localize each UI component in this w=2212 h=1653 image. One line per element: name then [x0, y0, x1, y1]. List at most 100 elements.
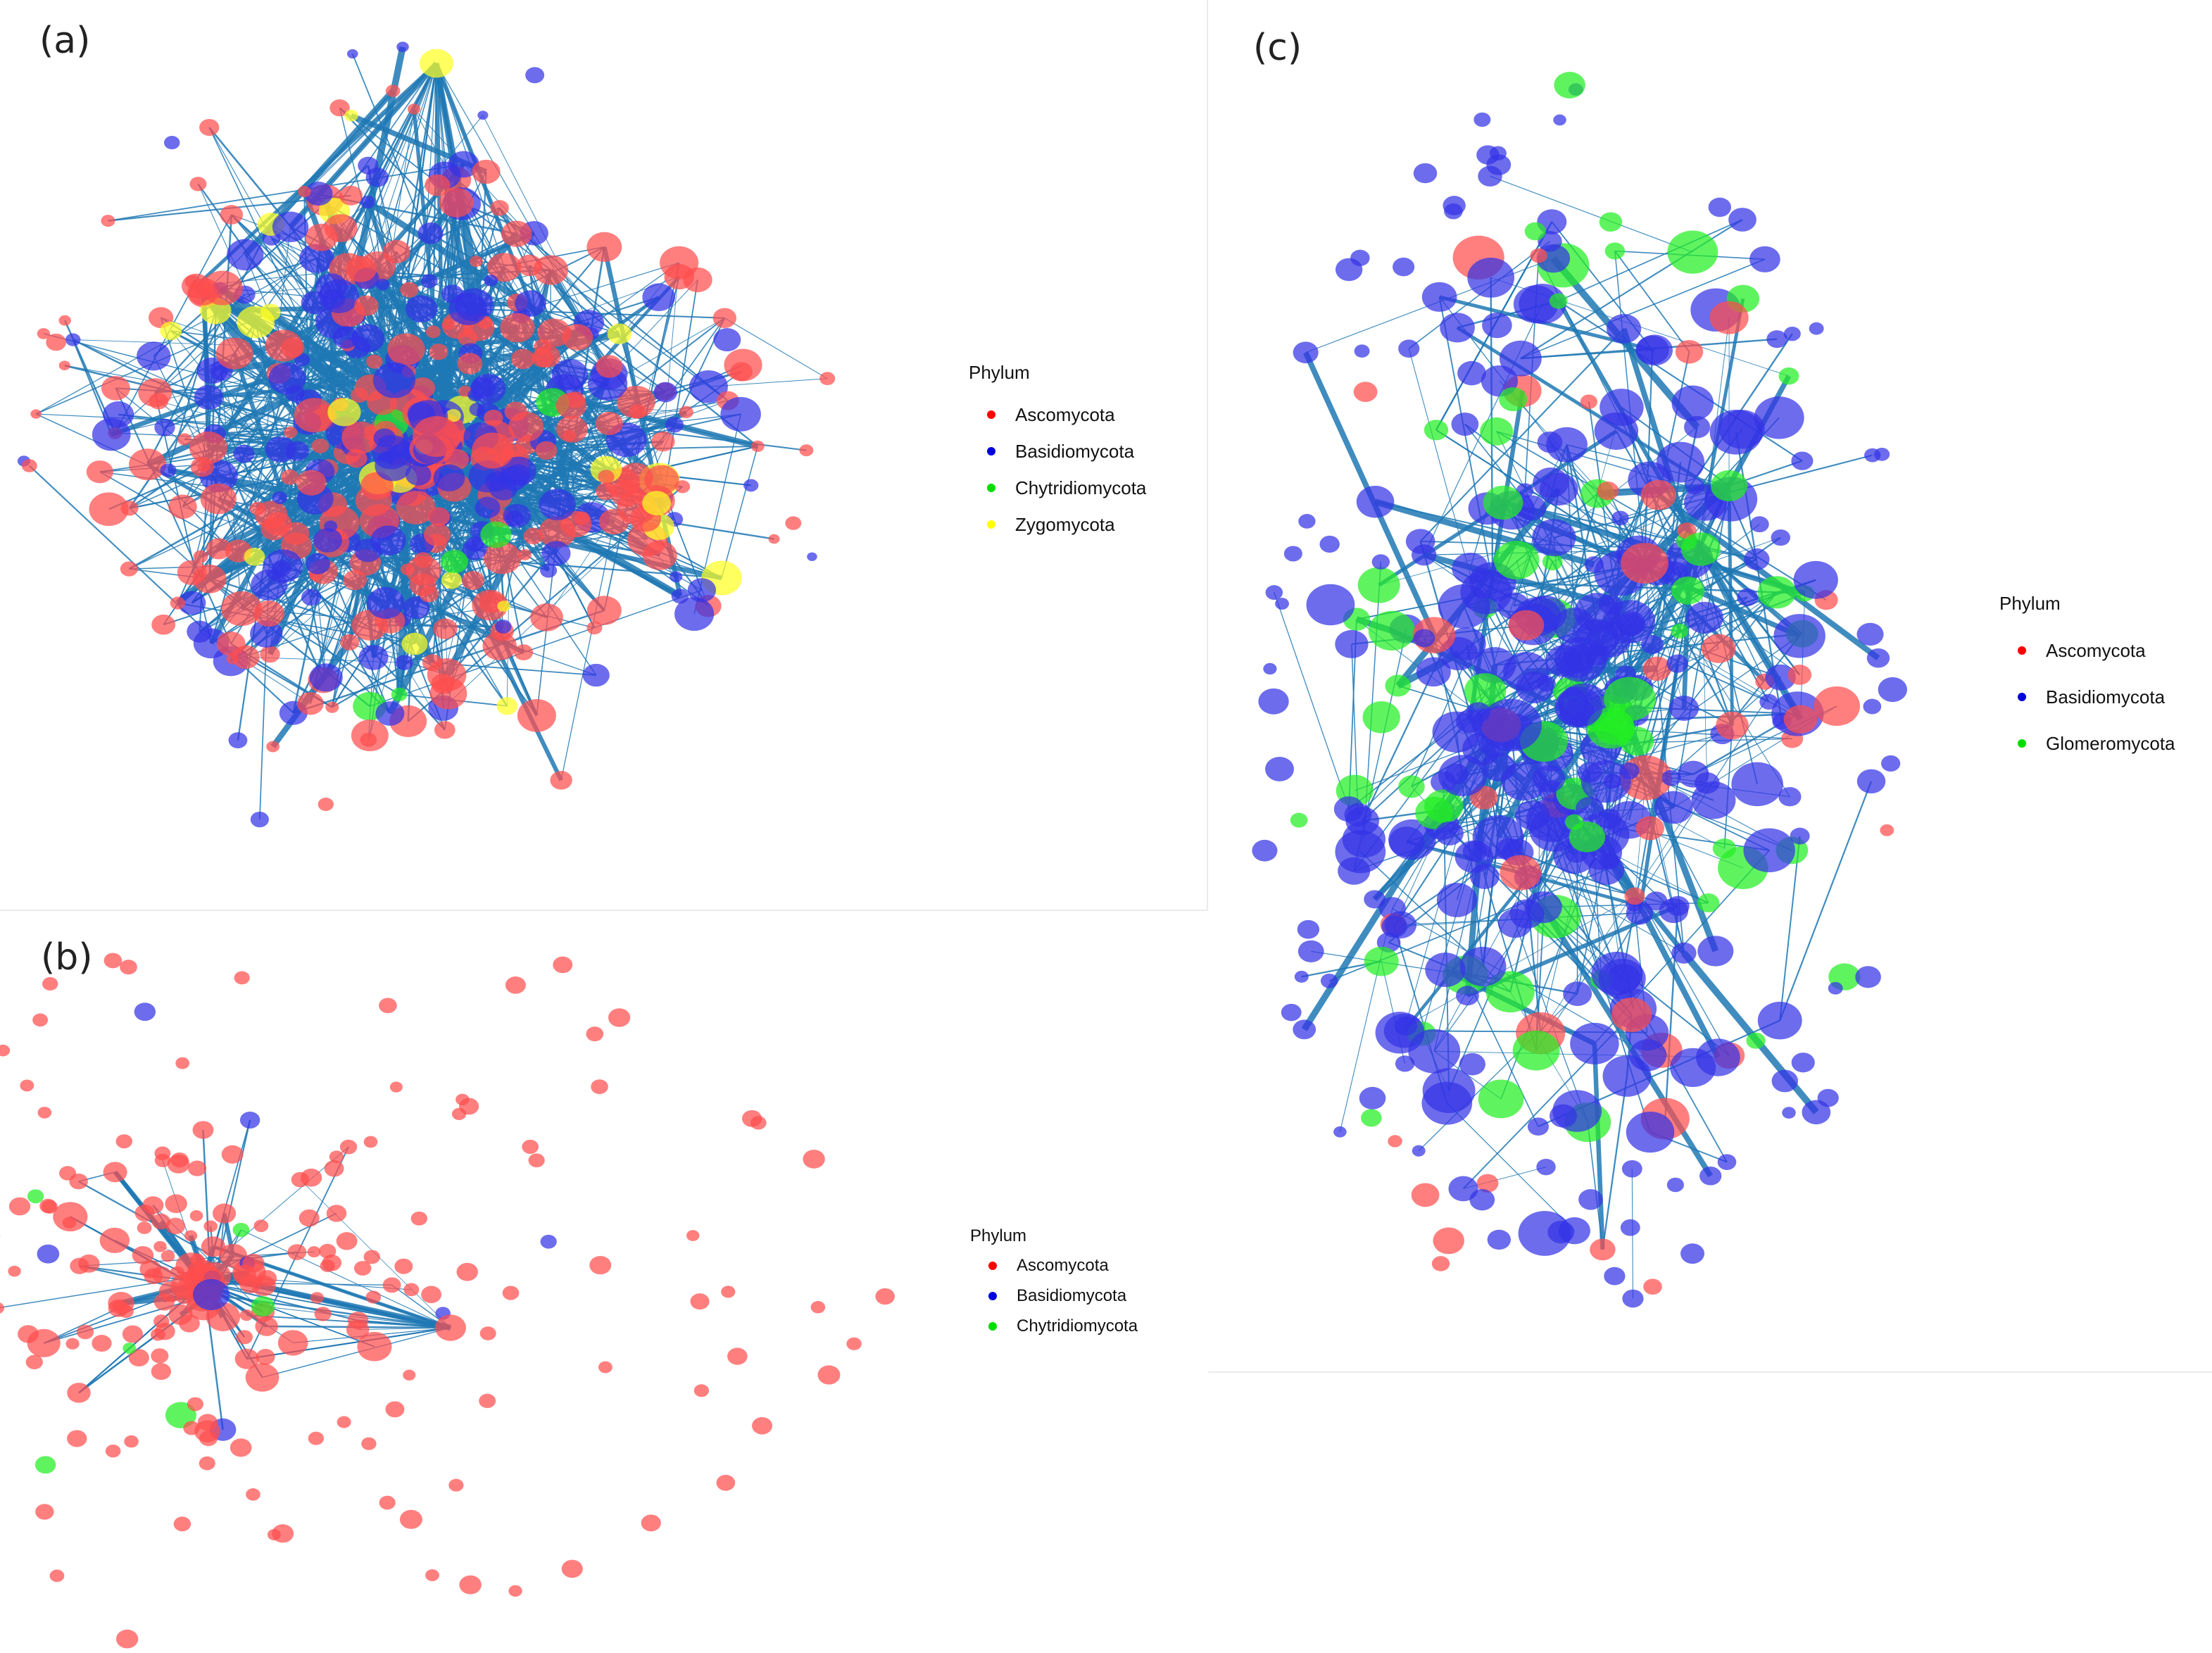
- network-node: [244, 548, 265, 566]
- network-node: [272, 491, 288, 505]
- network-node: [1602, 1055, 1652, 1097]
- legend-c: Phylum Ascomycota Basidiomycota Glomerom…: [1999, 593, 2175, 767]
- network-node: [502, 1286, 520, 1300]
- network-node: [693, 1384, 710, 1397]
- panel-label-c: (c): [1253, 27, 1302, 69]
- network-node: [525, 67, 545, 84]
- network-node: [713, 328, 741, 352]
- network-node: [517, 254, 542, 277]
- network-node: [1433, 1227, 1465, 1255]
- network-node: [406, 295, 438, 322]
- network-node: [1364, 890, 1385, 909]
- network-node: [1335, 258, 1363, 282]
- network-node: [1881, 755, 1901, 772]
- network-edge: [263, 1285, 451, 1328]
- network-node: [1791, 451, 1814, 470]
- network-node: [1680, 1243, 1704, 1264]
- network-node: [1783, 705, 1818, 734]
- network-node: [505, 510, 524, 527]
- network-node: [1464, 673, 1507, 709]
- network-node: [1666, 895, 1690, 916]
- legend-dot-green: [2018, 739, 2026, 748]
- network-node: [375, 278, 390, 291]
- network-node: [234, 1348, 259, 1369]
- network-node: [8, 1197, 31, 1216]
- network-edge: [161, 317, 371, 389]
- network-node: [1532, 519, 1576, 557]
- legend-item-chytridiomycota: Chytridiomycota: [970, 1311, 1138, 1341]
- network-node: [1814, 686, 1860, 727]
- network-node: [589, 1255, 612, 1275]
- network-node: [1778, 786, 1802, 807]
- network-node: [1478, 1079, 1524, 1119]
- network-node: [37, 1107, 52, 1119]
- network-node: [785, 516, 802, 530]
- network-node: [122, 1343, 137, 1355]
- network-node: [187, 1397, 203, 1412]
- network-node: [1362, 701, 1400, 734]
- legend-dot-blue: [2018, 693, 2026, 701]
- network-node: [1443, 196, 1466, 215]
- legend-title: Phylum: [969, 362, 1030, 383]
- network-node: [441, 571, 463, 589]
- network-node: [382, 1277, 401, 1293]
- network-node: [221, 1145, 244, 1164]
- network-node: [425, 325, 441, 339]
- network-node: [391, 687, 408, 702]
- network-node: [239, 1309, 253, 1321]
- network-node: [160, 463, 177, 477]
- network-node: [277, 1330, 308, 1356]
- network-node: [272, 1524, 294, 1543]
- network-node: [1553, 608, 1595, 643]
- network-edge: [292, 303, 475, 349]
- network-node: [345, 256, 377, 282]
- network-node: [325, 701, 339, 713]
- network-node: [192, 564, 227, 593]
- network-node: [151, 1348, 169, 1364]
- network-edge: [662, 263, 680, 442]
- network-node: [118, 1305, 134, 1319]
- network-node: [199, 1456, 215, 1471]
- network-node: [768, 534, 780, 544]
- network-node: [515, 290, 546, 317]
- network-node: [193, 1278, 230, 1311]
- network-node: [1783, 327, 1801, 341]
- network-node: [1594, 412, 1639, 450]
- nodes: [0, 953, 895, 1649]
- network-node: [409, 573, 436, 596]
- network-node: [479, 1393, 496, 1409]
- legend-dot-green: [987, 484, 995, 492]
- network-node: [1856, 622, 1884, 646]
- network-node: [448, 151, 479, 178]
- network-node: [239, 1111, 260, 1129]
- legend-item-ascomycota: Ascomycota: [970, 1250, 1138, 1281]
- network-node: [175, 1057, 190, 1069]
- network-node: [1642, 656, 1671, 681]
- network-edge: [1644, 562, 1685, 709]
- network-node: [500, 313, 535, 343]
- network-node: [587, 367, 628, 401]
- network-node: [283, 426, 298, 439]
- network-node: [1549, 1104, 1577, 1128]
- network-node: [425, 174, 451, 196]
- network-node: [446, 408, 461, 422]
- network-edge: [724, 318, 828, 379]
- network-node: [1635, 816, 1664, 841]
- network-node: [232, 1222, 250, 1238]
- network-node: [151, 1266, 172, 1283]
- network-node: [665, 417, 684, 433]
- network-node: [556, 415, 588, 443]
- network-edge: [1621, 327, 1690, 532]
- network-node: [256, 1348, 275, 1365]
- network-node: [220, 205, 244, 225]
- network-node: [1483, 485, 1523, 520]
- network-node: [1771, 1069, 1798, 1093]
- network-node: [272, 211, 309, 243]
- network-node: [1438, 755, 1488, 797]
- network-node: [420, 274, 438, 289]
- network-node: [1415, 796, 1454, 829]
- network-node: [1604, 242, 1626, 260]
- network-node: [170, 1266, 185, 1279]
- network-node: [1581, 760, 1631, 803]
- network-node: [642, 541, 677, 570]
